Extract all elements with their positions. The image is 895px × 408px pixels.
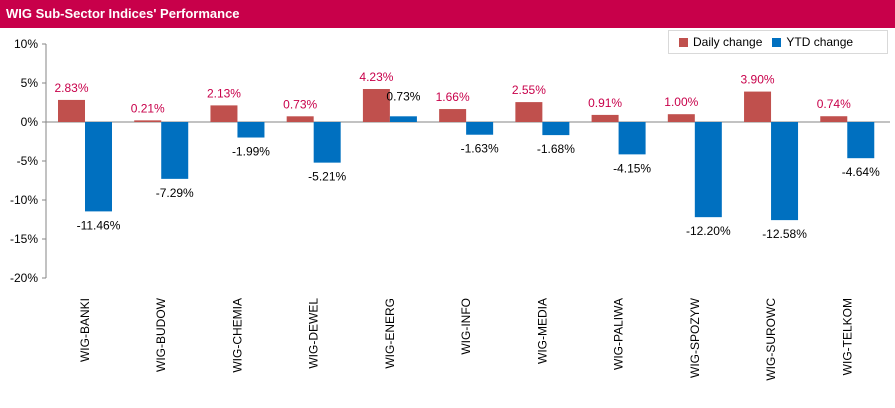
data-label-ytd: -11.46% (77, 218, 121, 232)
legend-swatch-daily (679, 37, 688, 47)
x-category-label: WIG-ENERG (383, 298, 397, 369)
data-label-ytd: -12.20% (686, 224, 731, 238)
data-label-daily: 0.91% (588, 96, 622, 110)
data-label-ytd: -1.99% (232, 145, 270, 159)
x-category-label: WIG-DEWEL (307, 298, 321, 369)
bar-ytd (771, 122, 799, 221)
bar-daily (134, 120, 162, 122)
bar-daily (591, 114, 619, 122)
data-label-daily: 2.13% (207, 86, 241, 100)
x-category-label: WIG-TELKOM (840, 298, 854, 375)
bar-ytd (694, 122, 722, 218)
data-label-ytd: -5.21% (308, 170, 346, 184)
chart-legend: Daily change YTD change (668, 30, 888, 54)
data-label-daily: 2.55% (512, 83, 546, 97)
bar-daily (667, 114, 695, 122)
chart-area: 10% 5% 0% -5% -10% -15% -20% 2.83% -11.46% WIG-BA… (10, 37, 890, 381)
y-tick-label: 0% (21, 115, 39, 129)
x-category-label: WIG-MEDIA (535, 298, 549, 364)
bar-ytd (542, 122, 570, 136)
bar-daily (744, 91, 772, 122)
bar-ytd (85, 122, 112, 212)
data-label-ytd: -1.68% (537, 142, 575, 156)
data-label-ytd: -4.15% (613, 161, 651, 175)
data-label-daily: 0.73% (283, 97, 317, 111)
y-tick-label: -10% (10, 193, 38, 207)
legend-item-daily: Daily change (679, 35, 762, 49)
legend-swatch-ytd (772, 37, 782, 47)
bar-ytd (847, 122, 875, 159)
y-tick-label: -15% (10, 232, 38, 246)
data-label-ytd: -7.29% (156, 186, 194, 200)
bar-ytd (389, 116, 417, 122)
x-category-label: WIG-SUROWC (764, 298, 778, 381)
bar-ytd (618, 122, 646, 155)
x-category-label: WIG-SPOZYW (688, 297, 702, 378)
bar-ytd (161, 122, 189, 179)
bar-daily (362, 89, 390, 122)
bar-daily (439, 109, 467, 122)
data-label-daily: 1.00% (664, 95, 698, 109)
legend-label-ytd: YTD change (786, 35, 854, 49)
chart-title: WIG Sub-Sector Indices' Performance (0, 0, 895, 28)
y-tick-label: 5% (21, 76, 39, 90)
x-category-label: WIG-BUDOW (154, 297, 168, 372)
bar-daily (286, 116, 314, 122)
bar-ytd (237, 122, 265, 138)
bar-daily (515, 102, 543, 122)
x-category-label: WIG-CHEMIA (230, 298, 244, 373)
data-label-daily: 4.23% (359, 70, 393, 84)
bar-daily (820, 116, 848, 122)
data-label-daily: 1.66% (436, 90, 470, 104)
x-category-label: WIG-BANKI (78, 298, 92, 362)
data-label-daily: 3.90% (741, 73, 775, 87)
bar-ytd (466, 122, 494, 135)
legend-item-ytd: YTD change (772, 35, 853, 49)
data-label-daily: 2.83% (54, 81, 88, 95)
data-label-ytd: -12.58% (762, 227, 807, 241)
x-category-label: WIG-INFO (459, 298, 473, 355)
legend-label-daily: Daily change (693, 35, 763, 49)
bar-daily (210, 105, 238, 122)
bar-daily (58, 99, 85, 122)
data-label-daily: 0.74% (817, 97, 851, 111)
x-category-label: WIG-PALIWA (612, 298, 626, 370)
bar-ytd (313, 122, 341, 163)
y-tick-label: -20% (10, 271, 38, 285)
y-tick-label: 10% (14, 37, 38, 51)
data-label-ytd: -4.64% (842, 165, 880, 179)
data-label-ytd: 0.73% (386, 89, 420, 103)
data-label-ytd: -1.63% (461, 142, 499, 156)
data-label-daily: 0.21% (131, 101, 165, 115)
y-tick-label: -5% (17, 154, 39, 168)
